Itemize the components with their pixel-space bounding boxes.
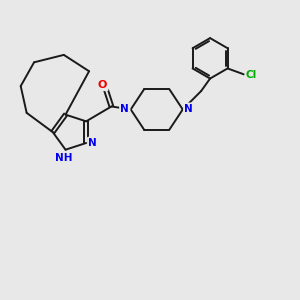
Text: NH: NH (55, 153, 73, 163)
Text: O: O (98, 80, 107, 90)
Text: N: N (88, 138, 97, 148)
Text: N: N (120, 104, 129, 114)
Text: Cl: Cl (246, 70, 257, 80)
Text: N: N (184, 104, 193, 114)
